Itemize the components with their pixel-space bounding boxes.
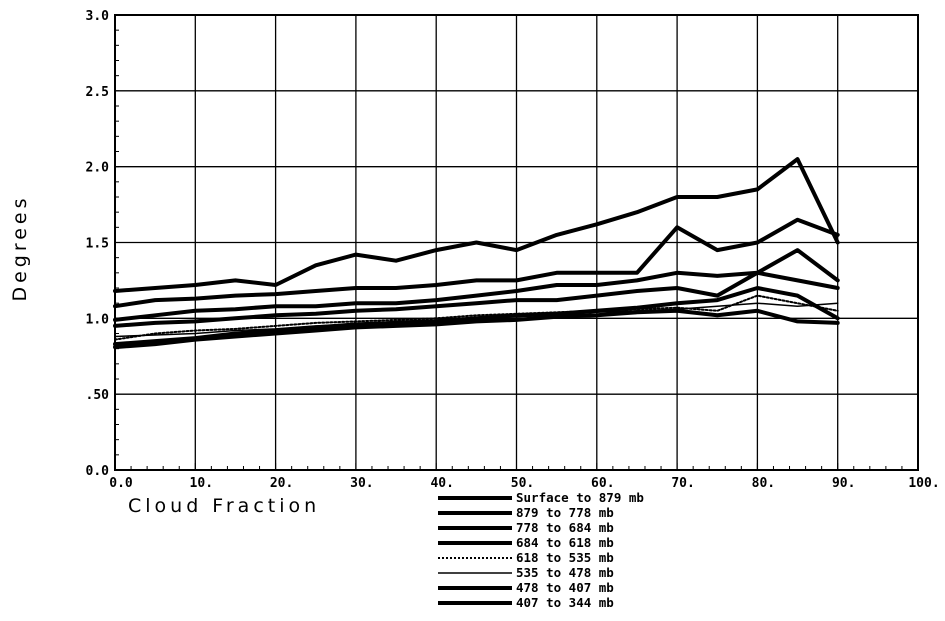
y-tick-label: .50 — [86, 388, 110, 403]
x-tick-label: 60. — [591, 476, 614, 491]
y-tick-label: 0.0 — [86, 464, 110, 479]
legend-label-6: 535 to 478 mb — [516, 565, 614, 580]
legend-label-2: 879 to 778 mb — [516, 505, 614, 520]
x-tick-label: 50. — [511, 476, 534, 491]
legend-label-5: 618 to 535 mb — [516, 550, 614, 565]
series-lines — [113, 157, 840, 350]
x-tick-label: 70. — [671, 476, 694, 491]
series-line-7 — [113, 286, 840, 347]
series-line-2 — [113, 217, 840, 309]
x-tick-label: 0.0 — [109, 476, 133, 491]
legend-label-3: 778 to 684 mb — [516, 520, 614, 535]
grid — [114, 14, 919, 471]
series-line-3 — [113, 248, 840, 322]
legend-label-8: 407 to 344 mb — [516, 595, 614, 610]
x-tick-label: 90. — [832, 476, 855, 491]
x-tick-label: 20. — [270, 476, 293, 491]
series-line-8 — [113, 308, 840, 350]
series-line-1 — [113, 157, 840, 293]
y-tick-label: 1.0 — [86, 312, 110, 327]
legend-label-4: 684 to 618 mb — [516, 535, 614, 550]
y-tick-label: 1.5 — [86, 237, 109, 252]
y-tick-label: 2.5 — [86, 85, 109, 100]
series-line-4 — [113, 270, 840, 328]
y-tick-label: 2.0 — [86, 161, 110, 176]
x-tick-label: 10. — [190, 476, 213, 491]
x-tick-label: 40. — [430, 476, 453, 491]
y-axis-title: Degrees — [9, 194, 31, 301]
x-tick-label: 80. — [752, 476, 775, 491]
y-tick-label: 3.0 — [86, 9, 110, 24]
x-axis-title: Cloud Fraction — [128, 495, 320, 517]
legend-label-1: Surface to 879 mb — [516, 490, 644, 505]
plot-frame — [114, 14, 919, 471]
x-tick-label: 100. — [908, 476, 939, 491]
x-tick-label: 30. — [350, 476, 373, 491]
legend-label-7: 478 to 407 mb — [516, 580, 614, 595]
y-tick-labels: 0.0 .50 1.0 1.5 2.0 2.5 3.0 — [86, 9, 110, 479]
x-tick-labels: 0.0 10. 20. 30. 40. 50. 60. 70. 80. 90. 100. — [109, 476, 939, 491]
series-line-5 — [114, 294, 839, 341]
